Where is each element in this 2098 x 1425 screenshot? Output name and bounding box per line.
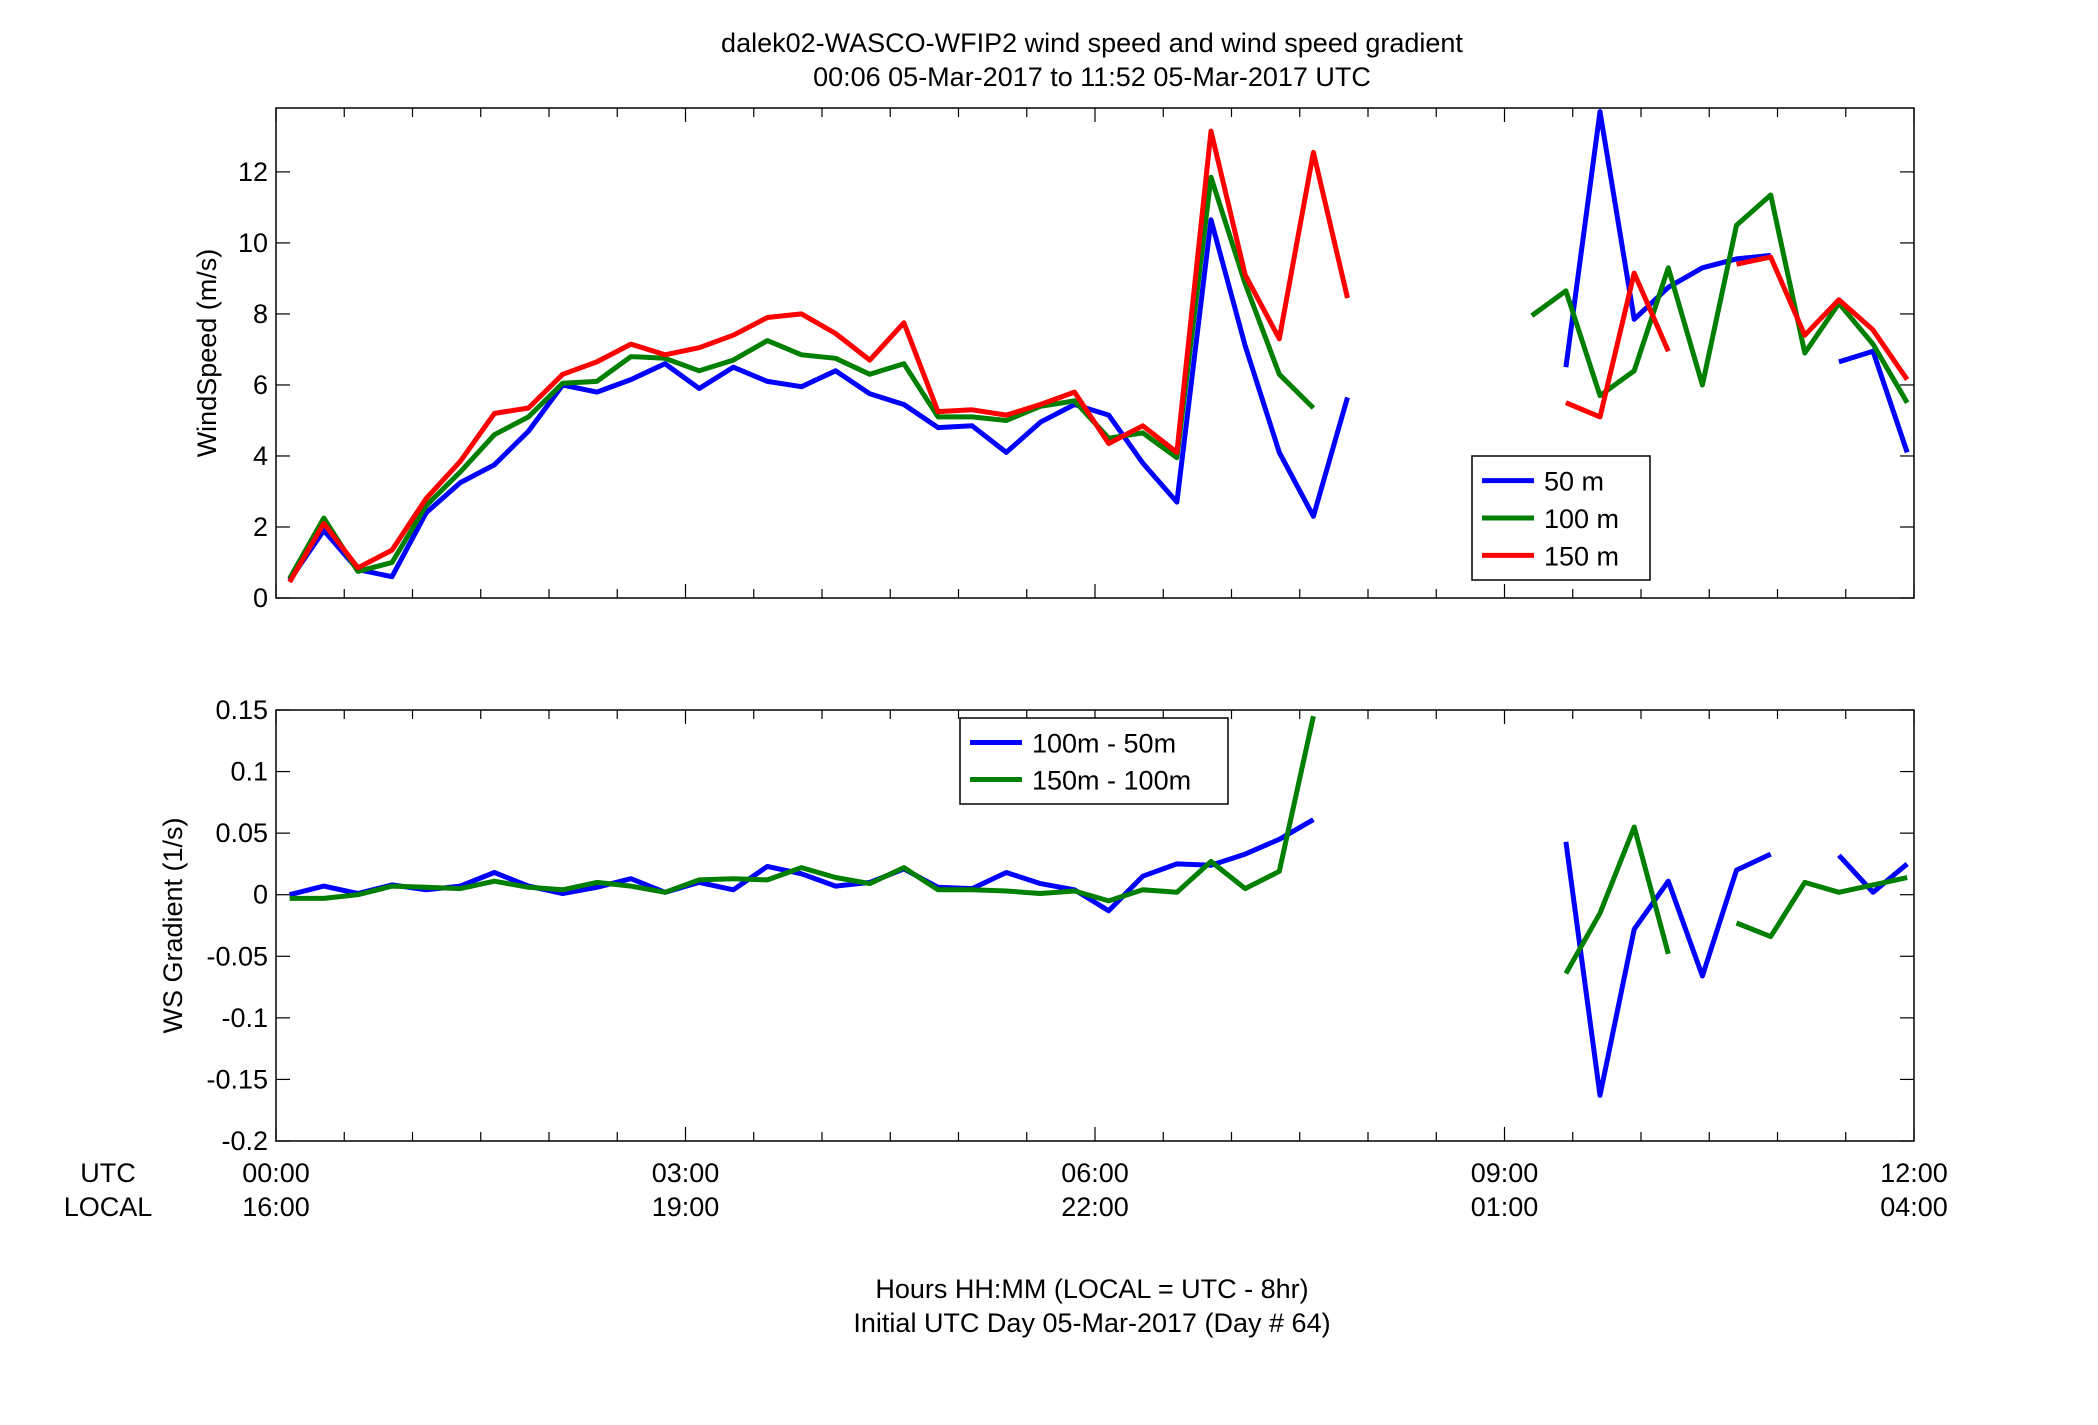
x-axis-label-line2: Initial UTC Day 05-Mar-2017 (Day # 64)	[853, 1308, 1330, 1338]
ws-series-line-3	[287, 128, 1910, 584]
ws-gradient-panel: 00:00 16:00 03:00 19:00 06:00 22:00 09:00 01:00…	[158, 695, 1948, 1222]
grad-x-tick-label-local: 16:00	[242, 1192, 310, 1222]
ws-y-axis-label: WindSpeed (m/s)	[192, 249, 222, 458]
chart-title-line2: 00:06 05-Mar-2017 to 11:52 05-Mar-2017 U…	[813, 62, 1371, 92]
grad-x-tick-label-utc: 06:00	[1061, 1158, 1129, 1188]
ws-series-line-1	[287, 109, 1910, 582]
ws-y-tick-label: 8	[253, 299, 268, 329]
ws-y-tick-label: 6	[253, 370, 268, 400]
ws-legend-label: 50 m	[1544, 467, 1604, 497]
grad-x-tick-label-local: 01:00	[1471, 1192, 1539, 1222]
grad-y-tick-label: 0	[253, 880, 268, 910]
grad-x-tick-label-utc: 09:00	[1471, 1158, 1539, 1188]
grad-y-axis-label: WS Gradient (1/s)	[158, 817, 188, 1033]
wind-speed-panel: 0 2 4 6 8 10 12 WindSpeed (m/s) 50 m 100 m 150 m	[192, 107, 1915, 613]
ws-y-tick-label: 12	[238, 157, 268, 187]
grad-x-tick-label-local: 22:00	[1061, 1192, 1129, 1222]
x-axis-label-line1: Hours HH:MM (LOCAL = UTC - 8hr)	[875, 1274, 1308, 1304]
ws-y-tick-label: 4	[253, 441, 268, 471]
grad-series-line-2	[289, 715, 1908, 975]
grad-x-tick-label-utc: 00:00	[242, 1158, 310, 1188]
grad-y-tick-label: -0.05	[206, 941, 268, 971]
grad-y-tick-label: -0.1	[221, 1003, 268, 1033]
grad-x-tick-label-utc: 12:00	[1880, 1158, 1948, 1188]
ws-plot-area	[275, 107, 1915, 599]
ws-legend: 50 m 100 m 150 m	[1471, 455, 1651, 581]
grad-legend: 100m - 50m 150m - 100m	[959, 717, 1229, 805]
ws-legend-label: 100 m	[1544, 504, 1619, 534]
ws-series-line-2	[287, 174, 1910, 580]
grad-y-tick-label: -0.15	[206, 1064, 268, 1094]
grad-y-tick-label: 0.15	[215, 695, 268, 725]
grad-y-tick-label: 0.1	[230, 757, 268, 787]
grad-legend-box	[959, 717, 1229, 805]
ws-y-tick-label: 2	[253, 512, 268, 542]
grad-x-tick-label-local: 04:00	[1880, 1192, 1948, 1222]
grad-x-tick-label-local: 19:00	[652, 1192, 720, 1222]
grad-legend-label: 100m - 50m	[1032, 729, 1176, 759]
ws-y-tick-label: 10	[238, 228, 268, 258]
grad-legend-label: 150m - 100m	[1032, 766, 1191, 796]
grad-x-tick-label-utc: 03:00	[652, 1158, 720, 1188]
grad-y-tick-label: -0.2	[221, 1126, 268, 1156]
utc-row-label: UTC	[80, 1158, 136, 1188]
grad-y-tick-label: 0.05	[215, 818, 268, 848]
ws-legend-label: 150 m	[1544, 541, 1619, 571]
chart-title-line1: dalek02-WASCO-WFIP2 wind speed and wind …	[721, 28, 1463, 58]
local-row-label: LOCAL	[64, 1192, 153, 1222]
ws-y-tick-label: 0	[253, 583, 268, 613]
